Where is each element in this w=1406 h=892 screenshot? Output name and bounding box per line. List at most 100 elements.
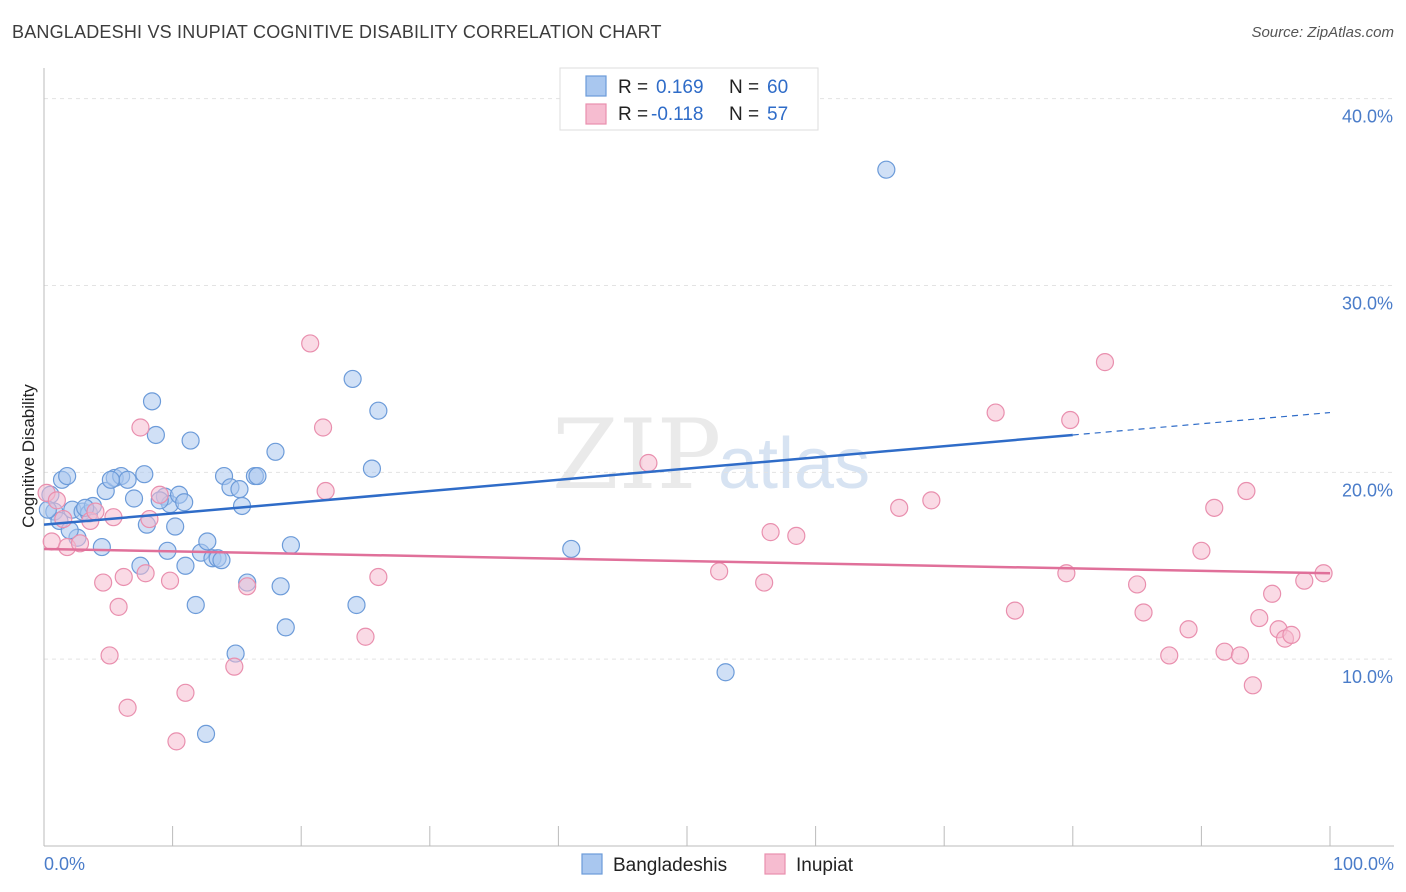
inupiat-point bbox=[1134, 603, 1153, 622]
bangladeshis-point bbox=[58, 466, 77, 486]
inupiat-point bbox=[301, 334, 320, 353]
bangladeshis-point bbox=[181, 431, 200, 450]
inupiat-point bbox=[131, 418, 150, 437]
bangladeshis-point bbox=[281, 536, 301, 555]
bottom-legend-swatch-bangladeshis bbox=[581, 853, 603, 875]
inupiat-point bbox=[356, 627, 375, 646]
inupiat-point bbox=[1295, 571, 1314, 590]
inupiat-point bbox=[109, 597, 128, 616]
inupiat-point bbox=[1243, 676, 1262, 695]
bangladeshis-trend-line bbox=[43, 433, 1073, 526]
x-tick-label-max: 100.0% bbox=[1333, 854, 1394, 874]
legend-n-label-1: N = bbox=[729, 104, 759, 125]
legend-swatch-bangladeshis bbox=[585, 75, 607, 97]
legend-bottom: Bangladeshis Inupiat bbox=[581, 853, 854, 876]
inupiat-point bbox=[150, 485, 169, 504]
bangladeshis-point bbox=[142, 392, 162, 411]
inupiat-point bbox=[225, 657, 244, 676]
series-inupiat-points bbox=[37, 334, 1333, 751]
bottom-legend-label-inupiat: Inupiat bbox=[796, 855, 854, 876]
inupiat-trend-line bbox=[43, 547, 1331, 575]
inupiat-point bbox=[787, 526, 806, 545]
inupiat-point bbox=[890, 498, 909, 517]
inupiat-point bbox=[639, 453, 658, 473]
bangladeshis-point bbox=[124, 489, 144, 508]
bangladeshis-point bbox=[196, 724, 216, 744]
inupiat-point bbox=[1250, 608, 1269, 628]
inupiat-point bbox=[1095, 353, 1115, 372]
inupiat-point bbox=[1215, 642, 1234, 661]
legend-n-value-1: 57 bbox=[767, 104, 788, 125]
inupiat-point bbox=[114, 567, 133, 587]
inupiat-point bbox=[1237, 481, 1256, 501]
inupiat-point bbox=[118, 698, 137, 717]
inupiat-point bbox=[86, 502, 105, 521]
bangladeshis-point bbox=[146, 425, 165, 445]
inupiat-point bbox=[1005, 601, 1025, 620]
bangladeshis-point bbox=[92, 537, 111, 557]
x-tick-label-min: 0.0% bbox=[44, 854, 85, 874]
inupiat-point bbox=[54, 509, 73, 529]
legend-swatch-inupiat bbox=[585, 103, 607, 125]
inupiat-point bbox=[1230, 646, 1250, 665]
trend-lines bbox=[43, 411, 1331, 575]
bottom-legend-swatch-inupiat bbox=[764, 853, 786, 875]
y-tick-label-10: 10.0% bbox=[1342, 667, 1393, 687]
bottom-legend-label-bangladeshis: Bangladeshis bbox=[613, 855, 727, 876]
bangladeshis-point bbox=[212, 551, 231, 570]
inupiat-point bbox=[140, 509, 159, 529]
inupiat-point bbox=[1179, 620, 1198, 639]
inupiat-point bbox=[100, 646, 119, 665]
inupiat-point bbox=[1127, 575, 1147, 594]
bangladeshis-point bbox=[175, 493, 194, 512]
legend-top: R = 0.169 N = 60 R = -0.118 N = 57 bbox=[559, 67, 819, 131]
chart-title: BANGLADESHI VS INUPIAT COGNITIVE DISABIL… bbox=[12, 22, 662, 42]
inupiat-point bbox=[1160, 646, 1179, 665]
inupiat-point bbox=[1192, 541, 1211, 560]
legend-r-value-0: 0.169 bbox=[656, 77, 704, 98]
bangladeshis-point bbox=[369, 401, 388, 420]
bangladeshis-trend-extension bbox=[1072, 411, 1331, 436]
inupiat-point bbox=[755, 573, 774, 592]
inupiat-point bbox=[986, 403, 1005, 422]
legend-n-label-0: N = bbox=[729, 77, 759, 98]
inupiat-point bbox=[316, 481, 335, 501]
bangladeshis-point bbox=[230, 480, 249, 499]
bangladeshis-point bbox=[266, 442, 285, 461]
legend-r-label-0: R = bbox=[618, 77, 648, 98]
legend-r-label-1: R = bbox=[618, 104, 648, 125]
bangladeshis-point bbox=[716, 663, 735, 682]
inupiat-point bbox=[1061, 410, 1080, 430]
inupiat-point bbox=[176, 683, 195, 702]
inupiat-point bbox=[47, 491, 66, 510]
bangladeshis-point bbox=[166, 517, 185, 536]
inupiat-point bbox=[70, 534, 90, 553]
legend-n-value-0: 60 bbox=[767, 77, 788, 98]
source-credit: Source: ZipAtlas.com bbox=[1251, 24, 1394, 41]
y-tick-label-40: 40.0% bbox=[1342, 107, 1393, 127]
inupiat-point bbox=[710, 562, 729, 581]
bangladeshis-point bbox=[248, 466, 267, 486]
watermark-zip: ZIP bbox=[552, 399, 721, 511]
inupiat-point bbox=[761, 523, 780, 542]
inupiat-point bbox=[1282, 625, 1301, 644]
bangladeshis-point bbox=[347, 595, 366, 615]
bangladeshis-point bbox=[186, 595, 205, 615]
bangladeshis-point bbox=[135, 465, 154, 484]
bangladeshis-point bbox=[271, 577, 290, 596]
bangladeshis-point bbox=[562, 539, 581, 559]
inupiat-point bbox=[167, 732, 186, 751]
legend-r-value-1: -0.118 bbox=[651, 104, 703, 125]
inupiat-point bbox=[922, 491, 941, 510]
inupiat-point bbox=[313, 418, 333, 437]
inupiat-point bbox=[369, 567, 388, 587]
bangladeshis-point bbox=[198, 532, 217, 551]
inupiat-point bbox=[136, 564, 155, 583]
inupiat-point bbox=[94, 573, 113, 592]
bangladeshis-point bbox=[176, 556, 195, 575]
bangladeshis-point bbox=[101, 470, 120, 489]
bangladeshis-point bbox=[877, 160, 896, 179]
y-tick-label-20: 20.0% bbox=[1342, 480, 1393, 500]
bangladeshis-point bbox=[276, 618, 295, 637]
